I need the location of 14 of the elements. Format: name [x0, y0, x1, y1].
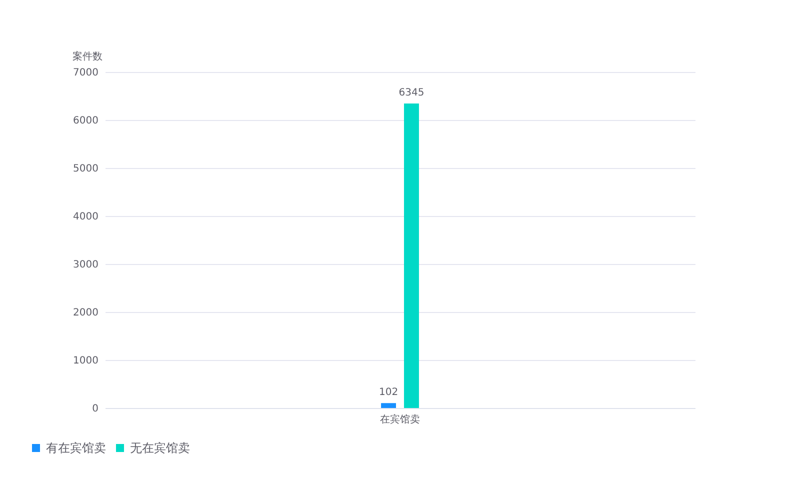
y-tick-label: 0	[92, 404, 98, 414]
y-tick-label: 3000	[73, 260, 98, 270]
y-tick-label: 7000	[73, 68, 98, 78]
y-tick-label: 2000	[73, 308, 98, 318]
y-tick-label: 5000	[73, 164, 98, 174]
data-label: 6345	[398, 87, 424, 98]
legend-label: 无在宾馆卖	[130, 441, 190, 455]
y-tick-label: 4000	[73, 212, 98, 222]
y-axis-title: 案件数	[72, 50, 102, 62]
data-label: 102	[378, 387, 398, 398]
x-tick-label: 在宾馆卖	[380, 414, 420, 426]
y-tick-label: 6000	[73, 116, 98, 126]
y-tick-label: 1000	[73, 356, 98, 366]
legend-label: 有在宾馆卖	[46, 441, 106, 455]
